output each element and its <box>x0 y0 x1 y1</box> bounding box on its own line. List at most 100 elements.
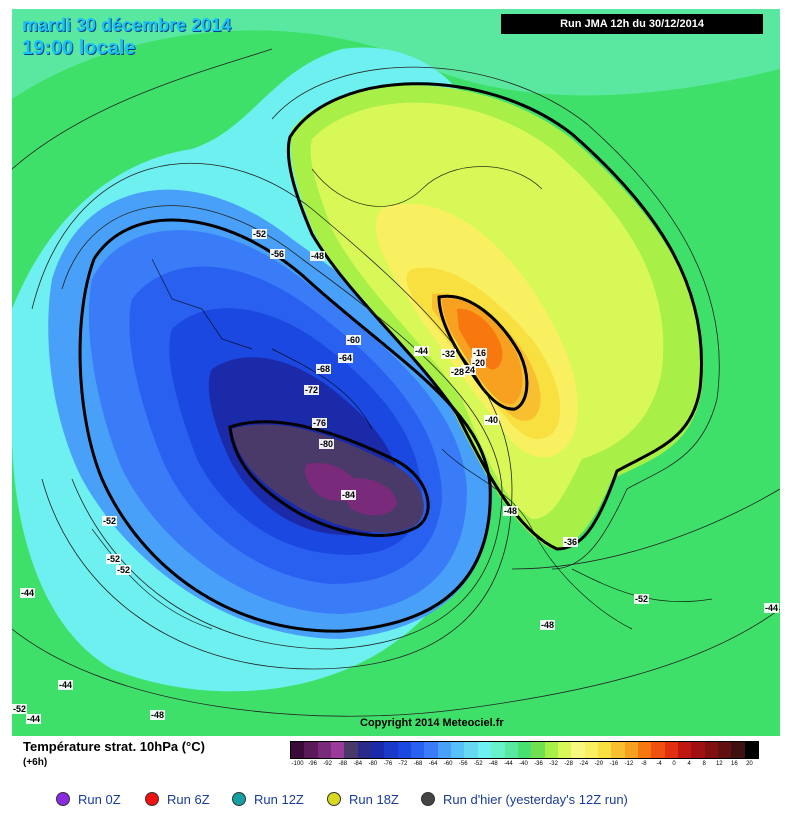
scale-tick-label: -96 <box>308 761 317 767</box>
isoline-label: -44 <box>414 346 430 356</box>
isoline-label: -48 <box>503 506 519 516</box>
isoline-label: -44 <box>20 588 36 598</box>
legend: Température strat. 10hPa (°C) (+6h) -100… <box>12 736 780 774</box>
scale-cell <box>651 742 665 758</box>
scale-cell <box>291 742 305 758</box>
run-info-box: Run JMA 12h du 30/12/2014 <box>501 14 763 34</box>
scale-cell <box>704 742 718 758</box>
run-yesterday-label: Run d'hier (yesterday's 12Z run) <box>443 792 628 807</box>
isoline-label: -80 <box>319 439 335 449</box>
run-yesterday-dot <box>421 792 435 806</box>
isoline-label: -16 <box>472 348 488 358</box>
scale-cell <box>344 742 358 758</box>
scale-tick-label: 12 <box>715 761 723 767</box>
run-18z-label: Run 18Z <box>349 792 399 807</box>
scale-cell <box>317 742 332 758</box>
isoline-label: -52 <box>106 554 122 564</box>
scale-cell <box>504 742 518 758</box>
scale-tick-label: -36 <box>534 761 543 767</box>
scale-tick-label: -68 <box>413 761 423 767</box>
scale-tick-label: 8 <box>702 761 706 767</box>
run-6z-dot <box>145 792 159 806</box>
run-6z-label: Run 6Z <box>167 792 210 807</box>
isoline-label: -60 <box>346 335 362 345</box>
color-scale <box>290 741 759 759</box>
isoline-label: -36 <box>563 537 579 547</box>
run-0z-option[interactable]: Run 0Z <box>56 792 121 808</box>
isoline-label: -84 <box>341 490 357 500</box>
scale-tick-label: -52 <box>473 761 483 767</box>
scale-cell <box>611 742 625 758</box>
run-18z-dot <box>327 792 341 806</box>
isoline-label: -32 <box>441 349 457 359</box>
run-12z-dot <box>232 792 246 806</box>
scale-cell <box>304 742 318 758</box>
scale-cell <box>517 742 532 758</box>
scale-cell <box>371 742 385 758</box>
scale-cell <box>437 742 452 758</box>
run-12z-option[interactable]: Run 12Z <box>232 792 304 808</box>
scale-tick-label: -20 <box>594 761 604 767</box>
isoline-label: -44 <box>26 714 42 724</box>
scale-cell <box>384 742 398 758</box>
scale-tick-label: -64 <box>428 761 438 767</box>
scale-tick-label: -92 <box>323 761 332 767</box>
scale-tick-label: -4 <box>656 761 662 767</box>
isoline-label: -72 <box>304 385 320 395</box>
scale-tick-label: -56 <box>458 761 468 767</box>
scale-cell <box>331 742 345 758</box>
isoline-label: -64 <box>338 353 354 363</box>
scale-tick-label: -100 <box>291 761 304 767</box>
run-selector: Run 0Z Run 6Z Run 12Z Run 18Z Run d'hier… <box>0 786 787 814</box>
scale-cell <box>357 742 372 758</box>
scale-cell <box>637 742 652 758</box>
isoline-label: -48 <box>540 620 556 630</box>
map-canvas <box>12 9 780 736</box>
copyright-label: Copyright 2014 Meteociel.fr <box>360 717 504 729</box>
scale-cell <box>477 742 492 758</box>
scale-cell <box>451 742 465 758</box>
isoline-label: -44 <box>764 603 780 613</box>
run-yesterday-option[interactable]: Run d'hier (yesterday's 12Z run) <box>421 792 628 808</box>
scale-tick-label: -88 <box>338 761 348 767</box>
scale-cell <box>677 742 692 758</box>
isoline-label: -52 <box>102 516 118 526</box>
scale-tick-label: -44 <box>504 761 513 767</box>
isoline-label: -68 <box>316 364 332 374</box>
run-6z-option[interactable]: Run 6Z <box>145 792 210 808</box>
scale-tick-label: 0 <box>672 761 676 767</box>
scale-tick-label: -60 <box>443 761 453 767</box>
scale-cell <box>411 742 425 758</box>
isoline-label: -52 <box>634 594 650 604</box>
scale-cell <box>531 742 545 758</box>
scale-cell <box>744 742 759 758</box>
isoline-label: -56 <box>270 249 286 259</box>
scale-cell <box>664 742 678 758</box>
scale-tick-label: -72 <box>398 761 408 767</box>
scale-cell <box>544 742 558 758</box>
legend-title: Température strat. 10hPa (°C) <box>23 739 205 754</box>
run-18z-option[interactable]: Run 18Z <box>327 792 399 808</box>
isoline-label: -52 <box>252 229 268 239</box>
isoline-label: -48 <box>150 710 166 720</box>
isoline-label: -44 <box>58 680 74 690</box>
scale-tick-label: -40 <box>519 761 528 767</box>
isoline-label: -28 <box>450 367 466 377</box>
isoline-label: -52 <box>116 565 132 575</box>
legend-subtitle: (+6h) <box>23 757 48 768</box>
scale-cell <box>597 742 612 758</box>
scale-tick-label: -84 <box>353 761 363 767</box>
scale-cell <box>424 742 438 758</box>
scale-tick-label: -8 <box>641 761 647 767</box>
isoline-label: -76 <box>312 418 328 428</box>
scale-cell <box>731 742 745 758</box>
time-title: 19:00 locale <box>22 37 136 59</box>
scale-cell <box>691 742 705 758</box>
scale-tick-label: -80 <box>368 761 378 767</box>
scale-cell <box>624 742 638 758</box>
run-12z-label: Run 12Z <box>254 792 304 807</box>
run-0z-dot <box>56 792 70 806</box>
scale-cell <box>718 742 732 758</box>
scale-cell <box>584 742 598 758</box>
scale-cell <box>491 742 505 758</box>
